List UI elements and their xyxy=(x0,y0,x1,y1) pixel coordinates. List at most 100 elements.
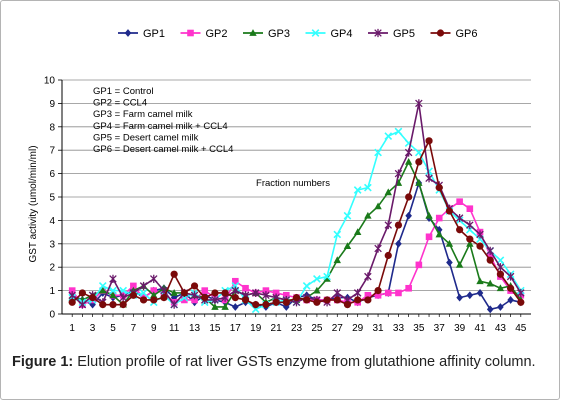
legend-marker xyxy=(124,29,132,37)
legend-item-gp2: GP2 xyxy=(180,28,228,40)
data-point xyxy=(415,158,423,166)
x-tick-label: 41 xyxy=(474,323,486,334)
data-point xyxy=(292,294,301,302)
data-point xyxy=(303,296,311,304)
data-point xyxy=(130,282,137,290)
y-ticks: 0 1 2 3 4 5 6 7 8 9 10 xyxy=(44,76,62,321)
data-point xyxy=(466,291,474,300)
annotation-line: GP5 = Desert camel milk xyxy=(93,132,199,143)
data-point xyxy=(129,291,137,299)
x-axis-label: Fraction numbers xyxy=(256,178,330,189)
data-point xyxy=(211,289,219,297)
legend-item-gp4: GP4 xyxy=(305,28,353,40)
data-point xyxy=(221,303,229,310)
data-point xyxy=(252,301,260,309)
data-point xyxy=(99,301,107,309)
data-point xyxy=(435,214,443,222)
legend-item-gp1: GP1 xyxy=(118,28,165,40)
data-point xyxy=(405,284,412,292)
data-point xyxy=(517,298,525,306)
data-point xyxy=(150,274,158,283)
x-tick-label: 19 xyxy=(250,323,262,334)
legend-marker xyxy=(374,28,382,38)
x-tick-label: 27 xyxy=(332,323,344,334)
data-point xyxy=(476,242,484,250)
data-point xyxy=(415,261,423,269)
data-point xyxy=(353,186,362,194)
data-point xyxy=(496,284,505,292)
data-point xyxy=(394,127,403,136)
data-point xyxy=(405,193,413,201)
data-point xyxy=(496,263,505,272)
data-point xyxy=(455,260,464,268)
y-axis-label: GST activity (umol/min/ml) xyxy=(28,145,39,262)
data-point xyxy=(343,211,352,220)
data-point xyxy=(364,211,372,219)
data-point xyxy=(88,294,97,302)
data-point xyxy=(170,293,178,302)
data-point xyxy=(139,281,148,291)
x-tick-label: 37 xyxy=(434,323,446,334)
data-point xyxy=(374,202,382,210)
data-point xyxy=(282,298,290,306)
legend-label: GP1 xyxy=(143,28,165,40)
x-tick-label: 29 xyxy=(352,323,364,334)
data-point xyxy=(343,301,352,309)
data-point xyxy=(139,296,148,304)
y-tick-label: 0 xyxy=(49,310,55,321)
data-point xyxy=(456,198,463,205)
legend-label: GP6 xyxy=(456,28,478,40)
x-tick-label: 5 xyxy=(110,323,116,334)
legend-label: GP2 xyxy=(206,28,228,40)
data-point xyxy=(374,291,382,299)
data-point xyxy=(374,287,382,295)
data-point xyxy=(446,258,453,267)
data-point xyxy=(486,256,494,264)
y-tick-label: 9 xyxy=(49,99,55,110)
annotation-line: GP6 = Desert camel milk + CCL4 xyxy=(93,144,233,155)
data-point xyxy=(170,270,178,278)
data-point xyxy=(211,295,219,305)
data-point xyxy=(211,303,219,310)
data-point xyxy=(109,274,117,283)
legend-label: GP3 xyxy=(268,28,290,40)
x-tick-label: 33 xyxy=(393,323,405,334)
x-tick-label: 3 xyxy=(90,323,96,334)
data-point xyxy=(78,300,87,309)
data-point xyxy=(445,207,454,215)
data-point xyxy=(201,287,209,294)
data-point xyxy=(231,294,239,302)
data-point xyxy=(119,301,127,309)
data-point xyxy=(517,288,525,298)
y-tick-label: 1 xyxy=(49,286,55,297)
data-point xyxy=(435,230,443,238)
data-point xyxy=(262,287,270,294)
data-point xyxy=(374,148,382,157)
y-tick-label: 5 xyxy=(49,193,55,204)
data-point xyxy=(364,291,372,299)
data-point xyxy=(313,298,321,306)
caption-text: Elution profile of rat liver GSTs enzyme… xyxy=(73,354,536,370)
x-tick-label: 35 xyxy=(413,323,425,334)
data-point xyxy=(221,289,229,297)
y-tick-label: 6 xyxy=(49,169,55,180)
legend-item-gp3: GP3 xyxy=(243,28,290,40)
data-point xyxy=(231,286,240,295)
data-point xyxy=(323,275,331,282)
x-tick-label: 23 xyxy=(291,323,303,334)
data-point xyxy=(384,132,393,141)
data-point xyxy=(466,220,474,230)
annotation-line: GP3 = Farm camel milk xyxy=(93,109,193,120)
legend-marker xyxy=(249,29,257,36)
data-point xyxy=(394,169,403,178)
data-point xyxy=(201,294,209,302)
data-point xyxy=(242,284,249,292)
data-point xyxy=(445,239,454,247)
data-point xyxy=(506,272,515,281)
data-point xyxy=(435,184,443,192)
data-point xyxy=(98,282,107,290)
data-point xyxy=(405,211,412,220)
x-tick-label: 7 xyxy=(131,323,137,334)
data-point xyxy=(354,296,362,304)
